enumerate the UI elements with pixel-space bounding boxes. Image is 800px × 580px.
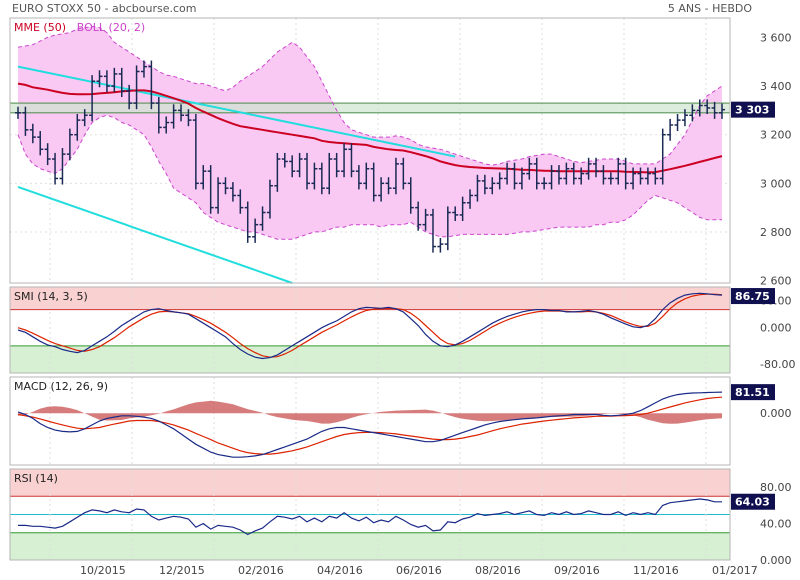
last-smi-label-box <box>731 288 775 305</box>
bollinger-band-fill <box>18 26 722 240</box>
resistance-zone <box>9 102 731 114</box>
y-tick-label: 0.000 <box>760 554 792 567</box>
bollinger-upper-line <box>17 25 723 166</box>
macd-histogram <box>18 400 722 424</box>
bollinger-lower-line <box>17 114 722 240</box>
trendline-lower <box>17 186 293 284</box>
x-tick-label: 09/2016 <box>554 564 600 577</box>
last-rsi-label-box <box>731 493 775 510</box>
macd-line <box>17 391 723 458</box>
legend-entry: MACD (12, 26, 9) <box>14 380 108 393</box>
y-tick-label: -80.00 <box>760 358 795 371</box>
smi-line <box>17 292 723 360</box>
x-tick-label: 12/2015 <box>159 564 205 577</box>
y-tick-label: 80.00 <box>760 481 792 494</box>
last-macd-label-box <box>731 384 775 401</box>
last-price-label-box <box>731 101 775 118</box>
legend-entry: BOLL (20, 2) <box>77 21 145 34</box>
legend-entry: MME (50) <box>14 21 66 34</box>
overbought-zone <box>10 287 730 310</box>
y-tick-label: 40.00 <box>760 518 792 531</box>
panel-frame <box>9 376 731 466</box>
y-tick-label: 3 600 <box>760 31 792 44</box>
last-price-label: 3 303 <box>735 104 769 117</box>
y-tick-label: 2 600 <box>760 275 792 288</box>
last-smi-label: 86.75 <box>735 290 770 303</box>
rsi-overbought-zone <box>10 469 730 497</box>
y-tick-label: 3 000 <box>760 177 792 190</box>
smi-signal-line <box>17 293 723 358</box>
x-tick-label: 01/2017 <box>712 564 758 577</box>
y-tick-label: 0.000 <box>760 407 792 420</box>
x-tick-label: 06/2016 <box>396 564 442 577</box>
y-tick-label: 3 400 <box>760 80 792 93</box>
legend-entry: RSI (14) <box>14 472 58 485</box>
y-tick-label: 0.000 <box>760 322 792 335</box>
last-macd-label: 81.51 <box>735 386 770 399</box>
panel-frame <box>9 17 731 284</box>
x-tick-label: 10/2015 <box>80 564 126 577</box>
chart-title-right: 5 ANS - HEBDO <box>667 2 752 15</box>
x-tick-label: 02/2016 <box>238 564 284 577</box>
y-tick-label: 2 800 <box>760 226 792 239</box>
x-tick-label: 08/2016 <box>475 564 521 577</box>
legend-entry: SMI (14, 3, 5) <box>14 290 88 303</box>
x-tick-label: 04/2016 <box>317 564 363 577</box>
y-tick-label: 3 200 <box>760 129 792 142</box>
rsi-oversold-zone <box>10 532 730 560</box>
macd-signal-line <box>17 396 723 455</box>
oversold-zone <box>10 345 730 373</box>
mme-50-line <box>17 82 723 174</box>
trendline-upper <box>17 65 456 158</box>
x-tick-label: 11/2016 <box>633 564 679 577</box>
panel-frame <box>9 468 731 561</box>
chart-title-left: EURO STOXX 50 - abcbourse.com <box>12 2 197 15</box>
rsi-line <box>18 498 722 536</box>
panel-frame <box>9 286 731 374</box>
last-rsi-label: 64.03 <box>735 496 770 509</box>
